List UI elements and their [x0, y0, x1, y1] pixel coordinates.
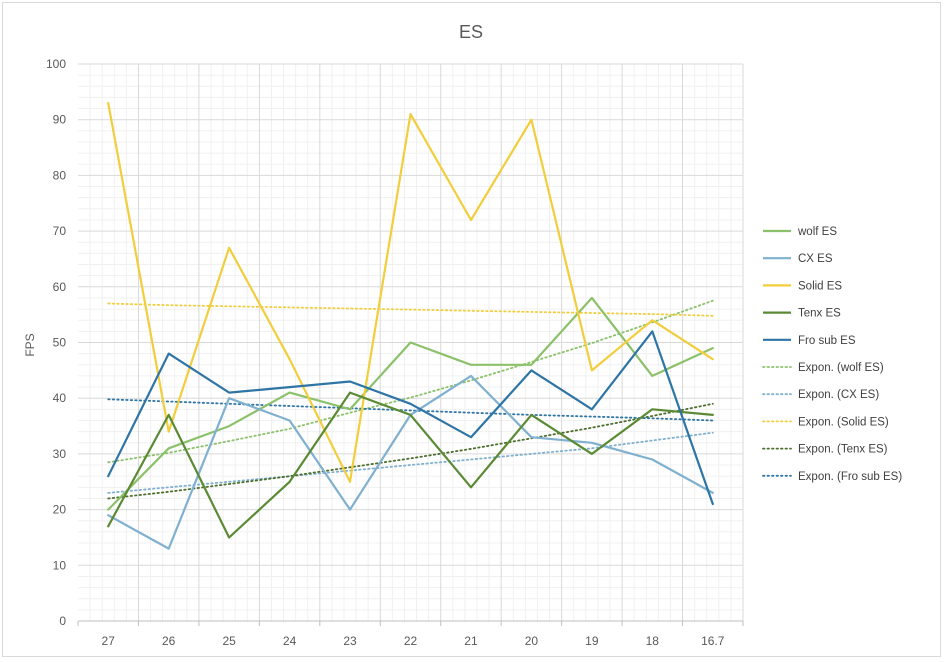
x-tick-label: 20 [525, 634, 539, 648]
y-tick-label: 60 [53, 280, 67, 294]
series-line-tenx-es [107, 391, 714, 539]
y-tick-label: 50 [53, 336, 67, 350]
series-line-solid-es [107, 101, 714, 483]
chart-svg: ES FPS 0 10 20 30 40 50 60 70 80 90 100 27 26 25 24 23 2… [23, 22, 902, 648]
legend-label: Expon. (Solid ES) [798, 416, 889, 428]
x-tick-label: 22 [404, 634, 418, 648]
series-line-expon-tenx-es [107, 402, 714, 500]
x-tick-label: 26 [162, 634, 176, 648]
series-line-expon-cx-es [107, 431, 714, 494]
chart-title: ES [459, 22, 483, 42]
y-tick-label: 100 [46, 57, 66, 71]
legend-label: Expon. (CX ES) [798, 389, 879, 401]
series-lines [107, 101, 714, 550]
x-tick-label: 27 [102, 634, 116, 648]
legend-label: Tenx ES [798, 308, 841, 320]
legend-label: Expon. (Tenx ES) [798, 444, 888, 456]
y-tick-label: 10 [53, 558, 67, 572]
x-tick-label: 18 [646, 634, 660, 648]
y-tick-label: 30 [53, 447, 67, 461]
y-tick-label: 40 [53, 391, 67, 405]
x-tick-label: 19 [585, 634, 599, 648]
series-line-fro-sub-es [107, 330, 714, 506]
x-tick-label: 25 [222, 634, 236, 648]
y-tick-label: 0 [59, 614, 66, 628]
legend-label: wolf ES [797, 226, 837, 238]
legend: wolf ES CX ES Solid ES Tenx ES Fro sub ES Exp… [762, 226, 902, 483]
legend-label: Fro sub ES [798, 335, 856, 347]
series-line-wolf-es [107, 296, 714, 511]
legend-label: Expon. (wolf ES) [798, 362, 884, 374]
x-tick-label: 21 [464, 634, 478, 648]
x-tick-label: 23 [343, 634, 357, 648]
x-tick-label: 16.7 [701, 634, 725, 648]
legend-label: Expon. (Fro sub ES) [798, 471, 902, 483]
y-tick-label: 20 [53, 503, 67, 517]
y-tick-label: 90 [53, 113, 67, 127]
axes: 0 10 20 30 40 50 60 70 80 90 100 27 26 25 24 23 22 21 20 19… [46, 57, 744, 648]
y-axis-title: FPS [23, 333, 37, 356]
legend-label: CX ES [798, 253, 833, 265]
y-tick-label: 80 [53, 168, 67, 182]
grid-lines [78, 63, 744, 622]
series-line-expon-fro-sub-es [107, 398, 714, 422]
y-tick-label: 70 [53, 224, 67, 238]
x-tick-label: 24 [283, 634, 297, 648]
legend-label: Solid ES [798, 280, 842, 292]
